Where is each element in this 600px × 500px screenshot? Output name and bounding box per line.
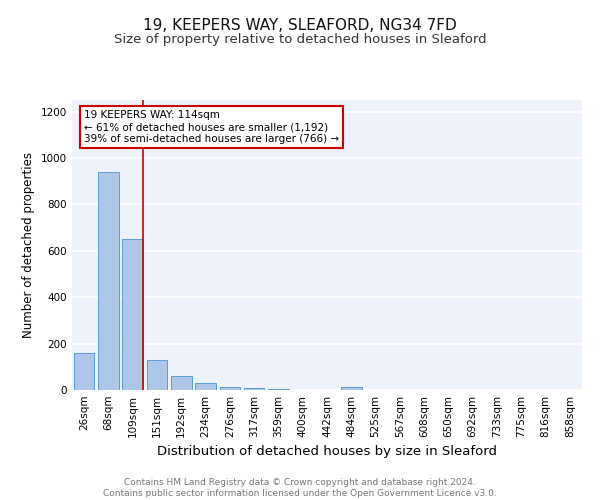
Y-axis label: Number of detached properties: Number of detached properties bbox=[22, 152, 35, 338]
Bar bbox=[220, 386, 240, 390]
X-axis label: Distribution of detached houses by size in Sleaford: Distribution of detached houses by size … bbox=[157, 446, 497, 458]
Bar bbox=[268, 389, 289, 390]
Bar bbox=[74, 353, 94, 390]
Bar bbox=[171, 376, 191, 390]
Bar bbox=[122, 239, 143, 390]
Text: 19 KEEPERS WAY: 114sqm
← 61% of detached houses are smaller (1,192)
39% of semi-: 19 KEEPERS WAY: 114sqm ← 61% of detached… bbox=[84, 110, 339, 144]
Text: Contains HM Land Registry data © Crown copyright and database right 2024.
Contai: Contains HM Land Registry data © Crown c… bbox=[103, 478, 497, 498]
Bar bbox=[146, 360, 167, 390]
Text: 19, KEEPERS WAY, SLEAFORD, NG34 7FD: 19, KEEPERS WAY, SLEAFORD, NG34 7FD bbox=[143, 18, 457, 32]
Bar bbox=[341, 386, 362, 390]
Bar bbox=[98, 172, 119, 390]
Text: Size of property relative to detached houses in Sleaford: Size of property relative to detached ho… bbox=[113, 32, 487, 46]
Bar bbox=[244, 388, 265, 390]
Bar bbox=[195, 383, 216, 390]
